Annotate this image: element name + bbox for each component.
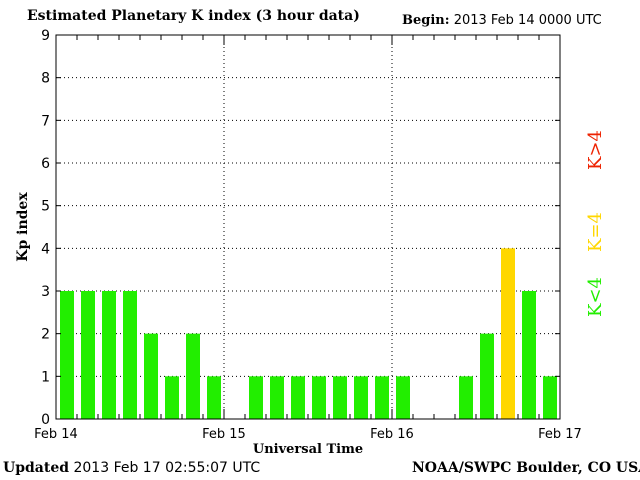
x-tick-label: Feb 15	[202, 427, 246, 442]
updated-time: Updated 2013 Feb 17 02:55:07 UTC	[3, 460, 260, 476]
y-axis-label: Kp index	[15, 192, 31, 262]
begin-label: Begin:	[402, 13, 450, 28]
kp-bar	[522, 291, 536, 419]
y-tick-label: 4	[41, 241, 50, 257]
y-tick-label: 8	[41, 71, 50, 87]
legend-item: K=4	[585, 212, 606, 252]
kp-bar	[312, 376, 326, 419]
kp-bar	[60, 291, 74, 419]
y-tick-label: 1	[41, 369, 50, 385]
kp-bar	[396, 376, 410, 419]
x-tick-labels: Feb 14 Feb 15 Feb 16 Feb 17	[34, 427, 582, 442]
kp-bar	[144, 333, 158, 419]
tick-marks	[55, 34, 561, 420]
legend: K<4 K=4 K>4	[585, 130, 606, 317]
updated-value: 2013 Feb 17 02:55:07 UTC	[73, 460, 261, 476]
kp-bar	[123, 291, 137, 419]
kp-bar	[186, 333, 200, 419]
x-axis-label: Universal Time	[253, 442, 363, 457]
updated-label: Updated	[3, 460, 70, 476]
kp-bar	[501, 248, 515, 419]
y-tick-label: 3	[41, 284, 50, 300]
kp-bar	[102, 291, 116, 419]
kp-bar	[81, 291, 95, 419]
kp-bar	[543, 376, 557, 419]
credit-text: NOAA/SWPC Boulder, CO USA	[412, 460, 640, 476]
legend-item: K<4	[585, 277, 606, 317]
kp-bar	[270, 376, 284, 419]
bars	[60, 248, 557, 419]
y-tick-label: 9	[41, 28, 50, 44]
kp-bar	[249, 376, 263, 419]
kp-bar	[207, 376, 221, 419]
legend-item: K>4	[585, 130, 606, 170]
y-tick-label: 2	[41, 327, 50, 343]
y-tick-label: 6	[41, 156, 50, 172]
x-tick-label: Feb 17	[538, 427, 582, 442]
begin-value: 2013 Feb 14 0000 UTC	[453, 13, 602, 28]
x-tick-label: Feb 14	[34, 427, 78, 442]
grid-lines	[56, 35, 560, 419]
begin-time: Begin: 2013 Feb 14 0000 UTC	[402, 13, 602, 28]
y-tick-labels: 0 1 2 3 4 5 6 7 8 9	[41, 28, 50, 428]
kp-bar	[333, 376, 347, 419]
kp-bar	[480, 333, 494, 419]
y-tick-label: 7	[41, 113, 50, 129]
chart-title: Estimated Planetary K index (3 hour data…	[27, 8, 360, 24]
kp-bar	[354, 376, 368, 419]
kp-bar	[165, 376, 179, 419]
x-tick-label: Feb 16	[370, 427, 414, 442]
y-tick-label: 0	[41, 412, 50, 428]
y-tick-label: 5	[41, 199, 50, 215]
kp-bar	[375, 376, 389, 419]
kp-bar	[459, 376, 473, 419]
kp-bar	[291, 376, 305, 419]
